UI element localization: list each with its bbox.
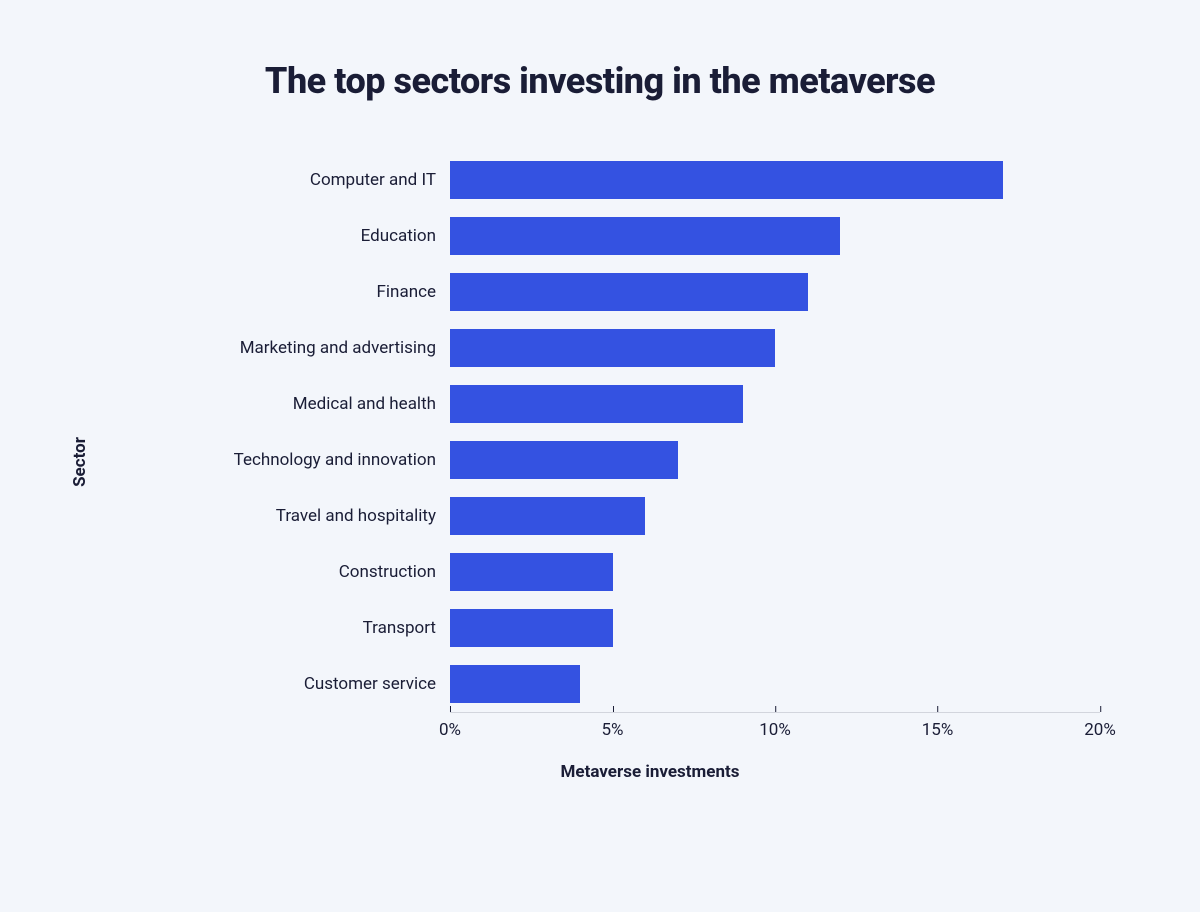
bar-track	[450, 488, 1100, 544]
x-tick-label: 15%	[922, 712, 954, 740]
category-label: Travel and hospitality	[200, 506, 450, 526]
x-tick-label: 20%	[1084, 712, 1116, 740]
chart-area: Sector Computer and ITEducationFinanceMa…	[200, 152, 1100, 772]
y-axis-label: Sector	[70, 437, 90, 487]
x-tick: 15%	[922, 712, 954, 740]
category-label: Technology and innovation	[200, 450, 450, 470]
bar	[450, 385, 743, 423]
bar-row: Technology and innovation	[200, 432, 1100, 488]
x-tick: 0%	[439, 712, 461, 740]
bar-row: Travel and hospitality	[200, 488, 1100, 544]
bar-row: Customer service	[200, 656, 1100, 712]
category-label: Medical and health	[200, 394, 450, 414]
bar	[450, 217, 840, 255]
x-tick-mark	[938, 706, 939, 712]
x-tick: 20%	[1084, 712, 1116, 740]
x-tick: 10%	[759, 712, 791, 740]
x-tick-mark	[775, 706, 776, 712]
bar-track	[450, 264, 1100, 320]
bar-row: Finance	[200, 264, 1100, 320]
bar	[450, 273, 808, 311]
x-axis-ticks: 0%5%10%15%20%	[450, 712, 1100, 752]
bar-track	[450, 544, 1100, 600]
bar-track	[450, 656, 1100, 712]
bar	[450, 609, 613, 647]
category-label: Finance	[200, 282, 450, 302]
bar	[450, 161, 1003, 199]
bar-row: Transport	[200, 600, 1100, 656]
x-tick-mark	[450, 706, 451, 712]
category-label: Construction	[200, 562, 450, 582]
chart-container: The top sectors investing in the metaver…	[0, 0, 1200, 912]
x-tick-label: 5%	[601, 712, 623, 740]
bar	[450, 441, 678, 479]
bar-track	[450, 152, 1100, 208]
bar	[450, 553, 613, 591]
category-label: Marketing and advertising	[200, 338, 450, 358]
x-tick: 5%	[601, 712, 623, 740]
plot-region: Computer and IT Education Finance Marketing…	[200, 152, 1100, 712]
bar	[450, 329, 775, 367]
bar	[450, 665, 580, 703]
bar-track	[450, 208, 1100, 264]
category-label: Education	[200, 226, 450, 246]
bar	[450, 497, 645, 535]
bar-track	[450, 432, 1100, 488]
bar-row: Computer and IT	[200, 152, 1100, 208]
bar-row: Construction	[200, 544, 1100, 600]
bar-track	[450, 600, 1100, 656]
bar-track	[450, 320, 1100, 376]
x-tick-label: 0%	[439, 712, 461, 740]
x-axis-label: Metaverse investments	[200, 762, 1100, 782]
x-tick-mark	[1100, 706, 1101, 712]
x-tick-mark	[612, 706, 613, 712]
bar-row: Education	[200, 208, 1100, 264]
category-label: Customer service	[200, 674, 450, 694]
x-tick-label: 10%	[759, 712, 791, 740]
chart-title: The top sectors investing in the metaver…	[60, 60, 1140, 102]
bar-row: Marketing and advertising	[200, 320, 1100, 376]
bar-track	[450, 376, 1100, 432]
category-label: Computer and IT	[200, 170, 450, 190]
bar-row: Medical and health	[200, 376, 1100, 432]
category-label: Transport	[200, 618, 450, 638]
